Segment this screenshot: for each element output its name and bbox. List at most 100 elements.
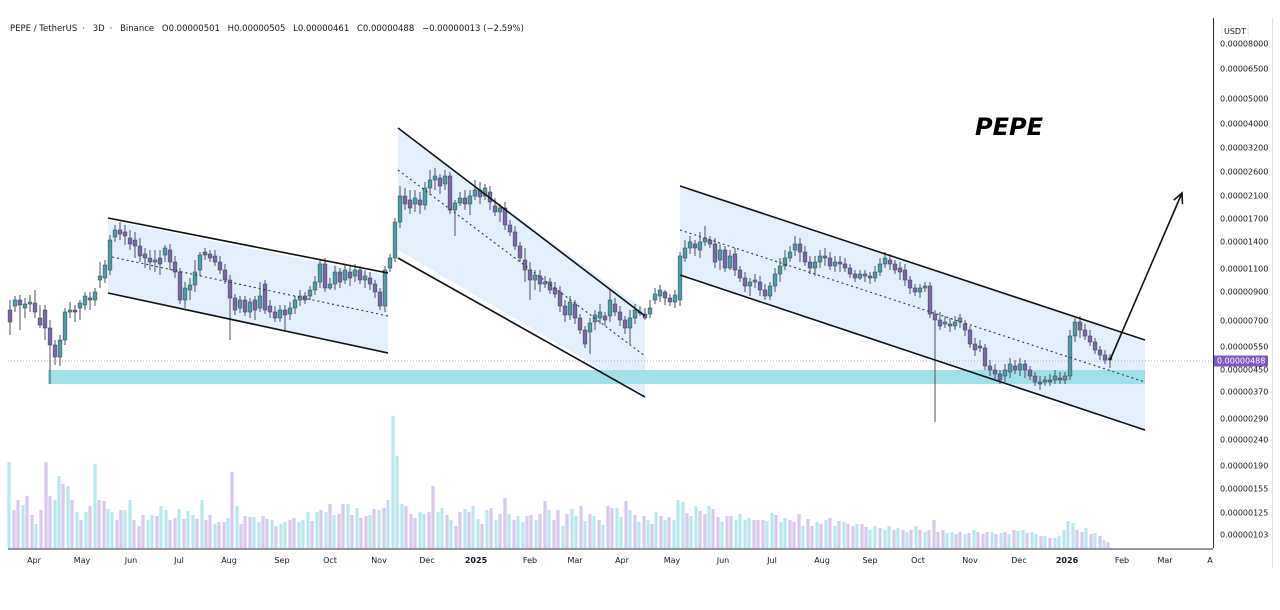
volume-bar [25,496,29,548]
volume-bar [663,520,667,548]
candle [367,272,373,290]
volume-bar [945,533,949,548]
channel-2-lower-line[interactable] [397,257,646,398]
volume-bar [248,517,252,548]
candle [312,276,318,295]
volume-bar [1030,532,1034,548]
volume-bar [851,526,855,548]
volume-bar [725,516,729,548]
candle [772,268,778,292]
price-chart-canvas[interactable] [0,0,1280,570]
volume-bar [1071,523,1075,548]
volume-bar [301,520,305,548]
volume-bar [431,486,435,548]
candle [472,180,478,200]
volume-bar [579,506,583,548]
volume-bar [738,514,742,548]
currency-unit-label[interactable]: USDT [1221,25,1249,38]
volume-bar [936,532,940,548]
time-tick-label: Feb [522,556,538,565]
time-tick-label: Oct [911,556,925,565]
candle [442,170,448,190]
channel-2-midline[interactable] [397,169,646,357]
candle [297,290,303,306]
legend-close: C0.00000488 [356,24,415,34]
time-tick-label: Nov [371,556,387,565]
candle [1072,318,1078,342]
legend-open: O0.00000501 [161,24,220,34]
volume-bar [168,520,172,548]
channel-3-lower-line[interactable] [679,274,1146,431]
candle [82,292,88,310]
candle [1032,372,1038,386]
candle [162,245,168,262]
price-tick-label: 0.00003200 [1220,143,1269,153]
volume-bar [315,512,319,548]
candle [892,260,898,274]
candle [1062,372,1068,384]
channel-1-lower-line[interactable] [107,292,389,354]
volume-bar [512,520,516,548]
price-tick-label: 0.00002100 [1220,191,1269,201]
channel-2-upper-line[interactable] [397,127,646,317]
candle [942,316,948,328]
candle [857,270,863,280]
candle [1102,350,1108,364]
volume-bar [633,515,637,548]
volume-bar [538,514,542,548]
channel-3-fill[interactable] [680,186,1145,430]
candle [647,300,653,318]
channel-1-upper-line[interactable] [107,217,389,274]
channel-1-midline[interactable] [111,256,389,317]
volume-bar [534,520,538,548]
volume-bar [70,500,74,548]
volume-bar [173,518,177,548]
volume-bar [905,532,909,548]
volume-bar [896,528,900,548]
candle [242,296,248,316]
candle [737,266,743,282]
volume-bar [752,520,756,548]
volume-bar [454,526,458,548]
channel-3-upper-line[interactable] [679,185,1146,341]
volume-bar [963,534,967,548]
volume-bar [615,508,619,548]
breakout-arrow [1109,191,1184,361]
legend-interval[interactable]: 3D [92,24,105,34]
volume-bar [239,524,243,548]
candle [277,305,283,322]
legend-symbol[interactable]: PEPE / TetherUS [10,24,78,34]
volume-bar [801,526,805,548]
volume-bar [815,522,819,548]
time-axis[interactable] [8,548,1213,572]
volume-bar [445,515,449,548]
candle [627,310,633,344]
price-axis[interactable] [1213,18,1276,548]
volume-bar [75,512,79,548]
volume-bar [783,518,787,548]
candle [952,316,958,330]
volume-bar [923,532,927,548]
legend-high: H0.00000505 [227,24,286,34]
price-tick-label: 0.00004000 [1220,119,1269,129]
volume-bar [226,518,230,548]
candle [842,258,848,272]
time-tick-label: Dec [419,556,435,565]
candle [27,295,33,312]
support-zone-rect[interactable] [48,370,1145,384]
channel-3-midline[interactable] [679,229,1146,383]
current-price-badge: 0.00000488 [1214,355,1269,367]
volume-bar [703,514,707,548]
arrow-shaft[interactable] [1109,192,1183,361]
volume-bar [110,512,114,548]
candle [572,300,578,324]
volume-bar [779,522,783,548]
price-tick-label: 0.00001100 [1220,264,1269,274]
arrow-head-icon [1173,191,1184,205]
volume-bar [53,500,57,548]
volume-bar [646,520,650,548]
candle [1092,338,1098,354]
channel-1-fill[interactable] [108,220,388,353]
volume-bar [716,517,720,548]
candle [172,256,178,278]
